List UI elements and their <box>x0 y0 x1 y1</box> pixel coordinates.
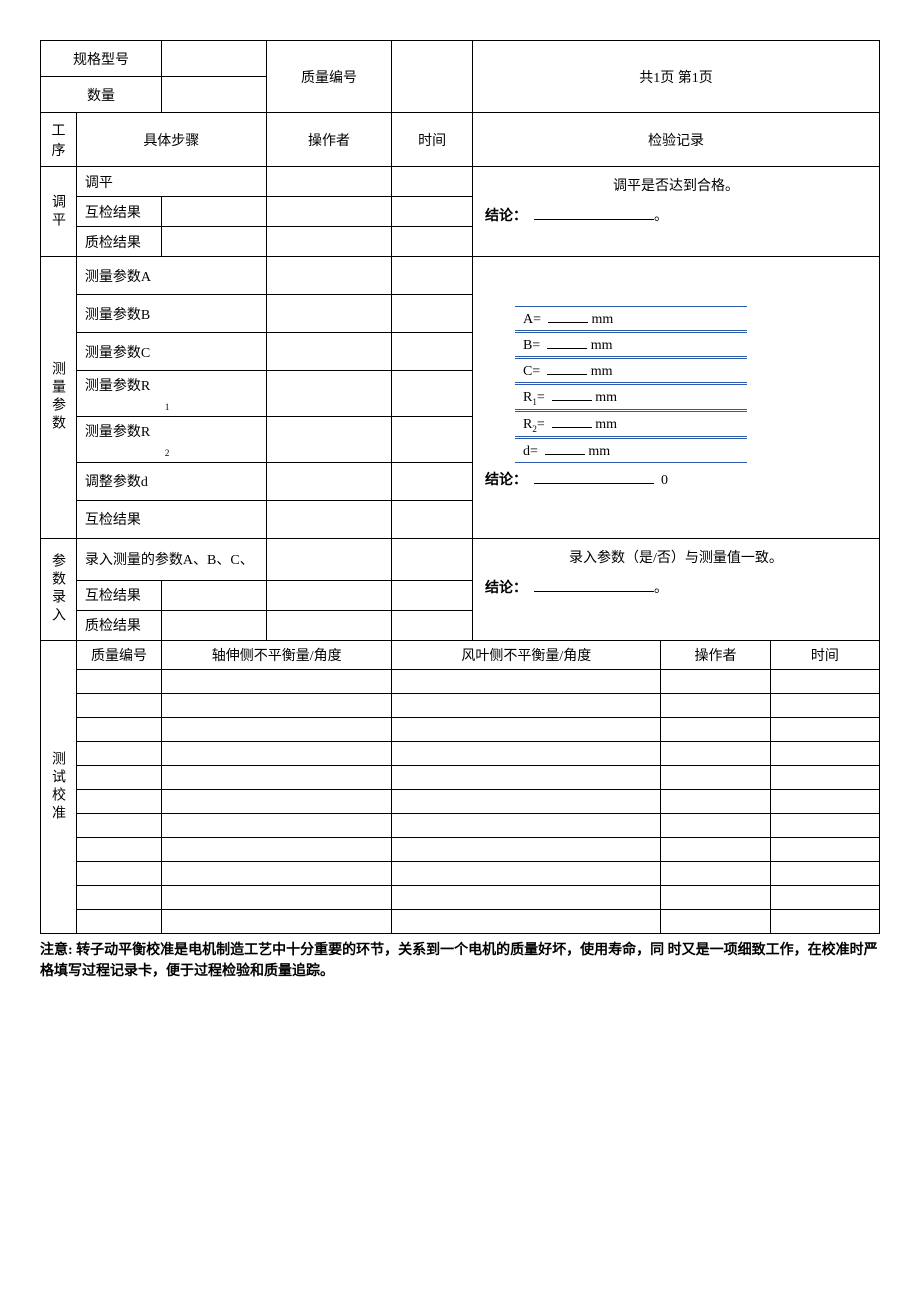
s1-time1 <box>392 167 473 197</box>
s4-h5: 时间 <box>770 640 879 669</box>
table-row <box>76 813 161 837</box>
s4-h1: 质量编号 <box>76 640 161 669</box>
s4-h4: 操作者 <box>661 640 770 669</box>
table-row <box>76 885 161 909</box>
s1-time2 <box>392 197 473 227</box>
s3-name: 参数录入 <box>41 538 77 640</box>
table-row <box>76 861 161 885</box>
s1-op1 <box>266 167 392 197</box>
s2-record: A= mm B= mm C= mm R1= mm R2= mm d= mm 结论… <box>472 257 879 539</box>
s1-step3-v <box>162 227 267 257</box>
s1-step1: 调平 <box>76 167 266 197</box>
col-time: 时间 <box>392 113 473 167</box>
s2-op6 <box>266 462 392 500</box>
s3-step3: 质检结果 <box>76 610 161 640</box>
qnum-value <box>392 41 473 113</box>
s2-time7 <box>392 500 473 538</box>
s1-step2-v <box>162 197 267 227</box>
s3-step2-v <box>162 580 267 610</box>
table-row <box>76 669 161 693</box>
s2-op4 <box>266 371 392 417</box>
s2-name: 测量参数 <box>41 257 77 539</box>
page-info: 共1页 第1页 <box>472 41 879 113</box>
col-operator: 操作者 <box>266 113 392 167</box>
s4-h2: 轴伸侧不平衡量/角度 <box>162 640 392 669</box>
s2-time5 <box>392 416 473 462</box>
qty-value <box>162 77 267 113</box>
s2-p3: 测量参数C <box>76 333 266 371</box>
s2-p7: 互检结果 <box>76 500 266 538</box>
s2-op2 <box>266 295 392 333</box>
s2-op7 <box>266 500 392 538</box>
s3-time1 <box>392 538 473 580</box>
col-process: 工序 <box>41 113 77 167</box>
s1-op3 <box>266 227 392 257</box>
s2-p2: 测量参数B <box>76 295 266 333</box>
s3-time3 <box>392 610 473 640</box>
s2-op3 <box>266 333 392 371</box>
s1-op2 <box>266 197 392 227</box>
s2-p1: 测量参数A <box>76 257 266 295</box>
table-row <box>76 789 161 813</box>
spec-label: 规格型号 <box>41 41 162 77</box>
s4-name: 测试校准 <box>41 640 77 933</box>
s1-record: 调平是否达到合格。 结论： 。 <box>472 167 879 257</box>
s3-op2 <box>266 580 392 610</box>
qty-label: 数量 <box>41 77 162 113</box>
s3-record: 录入参数（是/否）与测量值一致。 结论： 。 <box>472 538 879 640</box>
table-row <box>76 741 161 765</box>
process-record-table: 规格型号 质量编号 共1页 第1页 数量 工序 具体步骤 操作者 时间 检验记录… <box>40 40 880 934</box>
col-step: 具体步骤 <box>76 113 266 167</box>
table-row <box>76 765 161 789</box>
s1-step3: 质检结果 <box>76 227 161 257</box>
s2-p6: 调整参数d <box>76 462 266 500</box>
s1-name: 调平 <box>41 167 77 257</box>
s2-time6 <box>392 462 473 500</box>
s3-op1 <box>266 538 392 580</box>
table-row <box>76 693 161 717</box>
s1-step2: 互检结果 <box>76 197 161 227</box>
s2-p5: 测量参数R2 <box>76 416 266 462</box>
s2-op1 <box>266 257 392 295</box>
s3-step2: 互检结果 <box>76 580 161 610</box>
s3-time2 <box>392 580 473 610</box>
s2-time4 <box>392 371 473 417</box>
table-row <box>76 909 161 933</box>
s3-op3 <box>266 610 392 640</box>
table-row <box>76 717 161 741</box>
col-record: 检验记录 <box>472 113 879 167</box>
s4-h3: 风叶侧不平衡量/角度 <box>392 640 661 669</box>
s2-time1 <box>392 257 473 295</box>
s2-op5 <box>266 416 392 462</box>
s1-time3 <box>392 227 473 257</box>
s3-step1: 录入测量的参数A、B、C、 <box>76 538 266 580</box>
s2-time2 <box>392 295 473 333</box>
s3-step3-v <box>162 610 267 640</box>
s2-p4: 测量参数R1 <box>76 371 266 417</box>
qnum-label: 质量编号 <box>266 41 392 113</box>
s2-time3 <box>392 333 473 371</box>
spec-value <box>162 41 267 77</box>
footnote: 注意: 转子动平衡校准是电机制造工艺中十分重要的环节，关系到一个电机的质量好坏，… <box>40 940 880 982</box>
table-row <box>76 837 161 861</box>
